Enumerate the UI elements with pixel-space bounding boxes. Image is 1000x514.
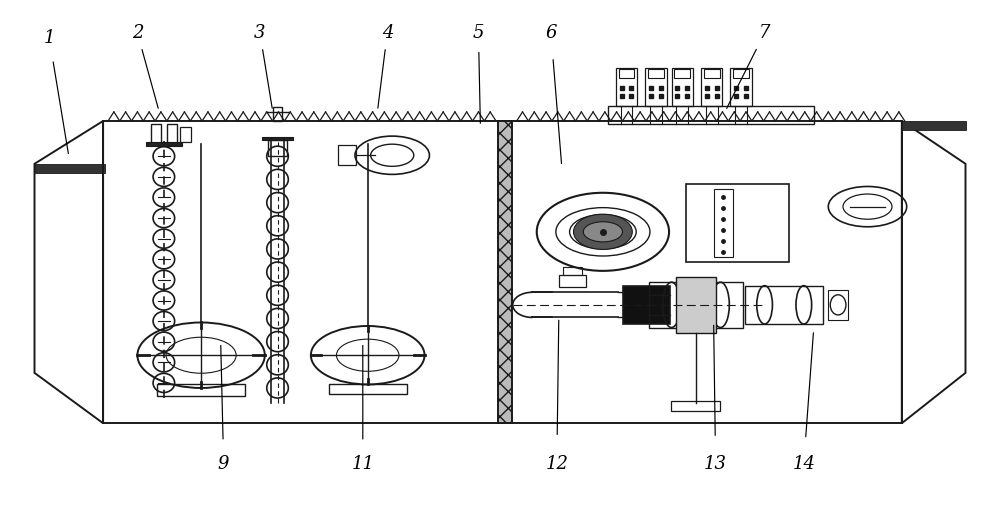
Bar — [559, 274, 586, 287]
Bar — [649, 282, 743, 327]
Text: 7: 7 — [759, 24, 770, 42]
Text: 4: 4 — [382, 24, 393, 42]
Text: 9: 9 — [218, 454, 229, 472]
Bar — [671, 400, 720, 411]
Bar — [328, 384, 407, 394]
Text: 14: 14 — [792, 454, 815, 472]
Bar — [701, 68, 722, 106]
Bar — [157, 384, 245, 396]
Text: 11: 11 — [351, 454, 374, 472]
Bar — [733, 69, 749, 78]
Bar — [672, 68, 693, 106]
Text: 6: 6 — [545, 24, 557, 42]
Text: 13: 13 — [704, 454, 727, 472]
Bar — [828, 290, 848, 320]
Circle shape — [583, 222, 622, 242]
Bar — [674, 69, 690, 78]
Bar — [714, 189, 733, 257]
Text: 12: 12 — [545, 454, 568, 472]
Text: 3: 3 — [254, 24, 266, 42]
Bar — [745, 286, 823, 324]
Bar — [262, 137, 293, 140]
Bar — [645, 68, 667, 106]
Bar — [268, 140, 287, 156]
Bar — [704, 69, 720, 78]
Text: 5: 5 — [473, 24, 484, 42]
Ellipse shape — [574, 214, 632, 249]
Bar — [167, 123, 177, 143]
Bar — [608, 106, 814, 123]
Bar — [151, 123, 161, 143]
Bar — [273, 107, 282, 121]
Bar — [648, 69, 664, 78]
Text: 1: 1 — [43, 29, 55, 47]
Bar — [686, 184, 789, 262]
Bar — [619, 69, 634, 78]
Bar — [676, 277, 716, 333]
Bar — [563, 267, 582, 274]
Bar — [34, 164, 105, 173]
Bar — [730, 68, 752, 106]
Bar — [103, 121, 902, 423]
Bar — [616, 68, 637, 106]
Text: 2: 2 — [132, 24, 143, 42]
Bar — [338, 145, 356, 166]
Bar — [902, 121, 966, 130]
Bar — [498, 121, 512, 423]
Bar — [146, 142, 182, 146]
Bar — [180, 127, 191, 142]
Bar — [622, 286, 670, 324]
